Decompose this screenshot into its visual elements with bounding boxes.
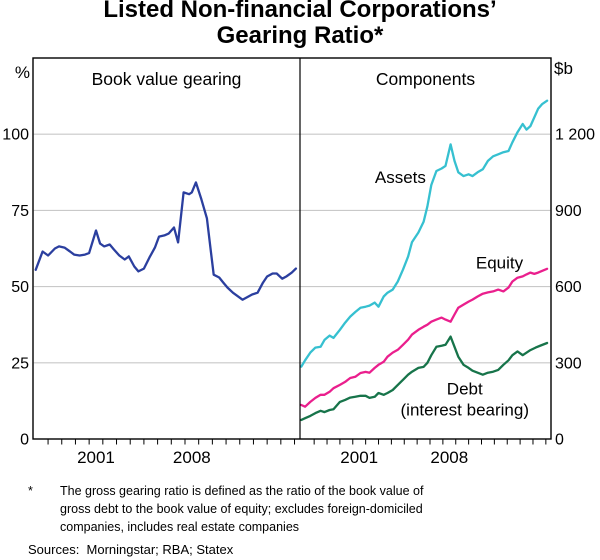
chart-title: Listed Non-financial Corporations’ Geari… — [0, 0, 600, 49]
series-lines — [34, 99, 549, 422]
gridlines — [33, 133, 551, 364]
debt-label: Debt — [447, 380, 483, 399]
debt-line — [300, 335, 549, 422]
year-label-2001: 2001 — [77, 448, 115, 467]
footnote-text: The gross gearing ratio is defined as th… — [60, 482, 540, 536]
year-label-2001: 2001 — [340, 448, 378, 467]
footnote-line2: gross debt to the book value of equity; … — [60, 502, 423, 516]
panel-title-book-value-gearing: Book value gearing — [92, 69, 242, 89]
footnote-line3: companies, includes real estate companie… — [60, 520, 300, 534]
equity-label: Equity — [476, 253, 524, 272]
left-axis-unit: % — [15, 63, 30, 82]
plot-frame — [32, 57, 552, 440]
footnote-line1: The gross gearing ratio is defined as th… — [60, 484, 424, 498]
year-label-2008: 2008 — [430, 448, 468, 467]
footnote-marker: * — [28, 484, 33, 498]
chart-title-line2: Gearing Ratio* — [216, 22, 384, 49]
debt-label: (interest bearing) — [401, 401, 530, 420]
left-ytick-label-100: 100 — [2, 127, 29, 144]
left-ytick-label-75: 75 — [11, 203, 29, 220]
sources-text: Sources: Morningstar; RBA; Statex — [28, 542, 234, 557]
book-value-gearing-line — [34, 181, 298, 301]
panel-title-components: Components — [376, 69, 475, 89]
right-ytick-label-300: 300 — [555, 355, 582, 372]
left-ytick-label-50: 50 — [11, 279, 29, 296]
left-ytick-label-25: 25 — [11, 355, 29, 372]
assets-line — [300, 99, 549, 368]
right-ytick-label-0: 0 — [555, 432, 564, 449]
right-ytick-label-1-200: 1 200 — [555, 127, 595, 144]
right-ytick-label-900: 900 — [555, 203, 582, 220]
chart-title-line1: Listed Non-financial Corporations’ — [103, 0, 497, 23]
assets-label: Assets — [375, 168, 426, 187]
right-ytick-label-600: 600 — [555, 279, 582, 296]
right-axis-unit: $b — [554, 59, 573, 78]
text-labels: % $b Book value gearing Components — [15, 59, 573, 89]
equity-line — [300, 267, 549, 408]
axis-ticks — [47, 439, 547, 445]
left-ytick-label-0: 0 — [20, 432, 29, 449]
year-label-2008: 2008 — [173, 448, 211, 467]
plot-border — [32, 57, 552, 440]
